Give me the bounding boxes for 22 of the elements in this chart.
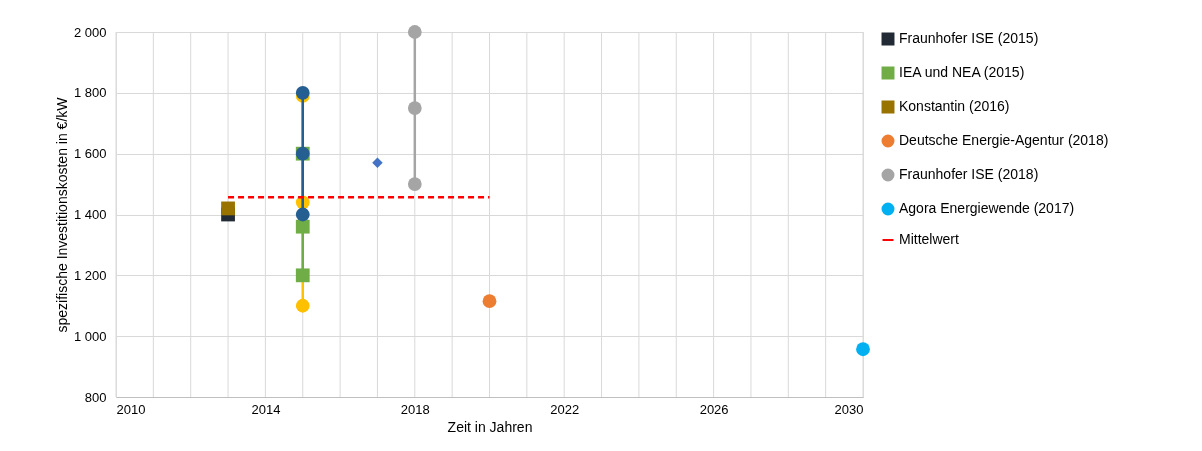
x-tick-label: 2014 (251, 401, 281, 417)
y-tick-label: 1 400 (73, 207, 107, 222)
y-tick-label: 1 000 (73, 328, 107, 344)
y-tick-label: 2 000 (73, 24, 107, 40)
legend-label: Konstantin (2016) (899, 98, 1010, 114)
x-tick-label: 2010 (116, 401, 146, 417)
y-tick-label: 1 200 (73, 267, 107, 283)
legend-label: Mittelwert (899, 231, 960, 247)
legend-label: Agora Energiewende (2017) (899, 200, 1075, 216)
legend-label: IEA und NEA (2015) (899, 64, 1025, 80)
legend-label: Fraunhofer ISE (2015) (899, 30, 1039, 46)
x-tick-label: 2030 (834, 401, 864, 417)
legend-label: Deutsche Energie-Agentur (2018) (899, 132, 1109, 148)
x-axis-title: Zeit in Jahren (447, 418, 533, 435)
y-tick-label: 1 600 (73, 146, 107, 162)
y-axis-title: spezifische Investitionskosten in €/kW (53, 96, 70, 333)
y-tick-label: 800 (84, 389, 107, 405)
x-tick-label: 2026 (699, 401, 729, 417)
y-tick-label: 1 800 (73, 85, 107, 101)
x-tick-label: 2022 (550, 401, 580, 417)
legend-label: Fraunhofer ISE (2018) (899, 166, 1039, 182)
x-tick-label: 2018 (400, 401, 430, 417)
